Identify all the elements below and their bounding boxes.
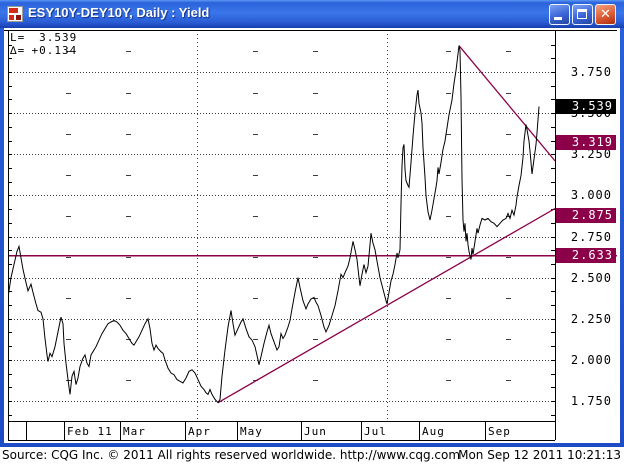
close-icon: ✕	[600, 7, 611, 22]
ascending-trendline[interactable]	[217, 207, 555, 404]
maximize-button[interactable]	[572, 4, 593, 25]
status-bar: Source: CQG Inc. © 2011 All rights reser…	[0, 447, 624, 464]
delta-value: +0.134	[31, 44, 78, 57]
x-axis-label: Jul	[364, 425, 387, 438]
last-price-readout: L= 3.539	[10, 31, 77, 44]
y-axis-label: 2.750	[570, 229, 612, 244]
close-button[interactable]: ✕	[595, 4, 616, 25]
x-axis-label: Aug	[422, 425, 445, 438]
x-axis-label: Apr	[188, 425, 211, 438]
x-axis-label: Jun	[304, 425, 327, 438]
app-window: ESY10Y-DEY10Y, Daily : Yield ✕	[0, 0, 624, 447]
y-axis-label: 2.500	[570, 270, 612, 285]
descending-trendline[interactable]	[458, 45, 555, 162]
downtrend-line-value-marker[interactable]: 3.319	[556, 134, 616, 150]
x-axis-label: Feb 11	[67, 425, 113, 438]
last-label: L=	[10, 31, 26, 44]
price-line[interactable]	[8, 45, 540, 404]
maximize-icon	[577, 9, 587, 19]
uptrend-line-value-marker[interactable]: 2.875	[556, 207, 616, 223]
chart-client-area	[4, 28, 620, 443]
x-axis-label: Sep	[488, 425, 511, 438]
title-bar[interactable]: ESY10Y-DEY10Y, Daily : Yield ✕	[0, 0, 624, 28]
y-axis-label: 2.250	[570, 311, 612, 326]
y-axis-label: 3.000	[570, 188, 612, 203]
chart-plot[interactable]	[0, 0, 624, 447]
copyright-text: Source: CQG Inc. © 2011 All rights reser…	[2, 448, 461, 462]
last-price-marker[interactable]: 3.539	[556, 98, 616, 114]
y-axis-label: 3.250	[570, 147, 612, 162]
delta-label: ∆=	[10, 44, 26, 57]
x-axis-label: Mar	[123, 425, 146, 438]
net-change-readout: ∆= +0.134	[10, 44, 77, 57]
horizontal-line-value-marker[interactable]: 2.633	[556, 247, 616, 263]
clock-text: Mon Sep 12 2011 10:21:13	[458, 448, 621, 462]
minimize-button[interactable]	[549, 4, 570, 25]
minimize-icon	[554, 17, 562, 20]
cqg-app-icon	[7, 6, 23, 22]
last-value: 3.539	[39, 31, 78, 44]
y-axis-label: 3.750	[570, 65, 612, 79]
x-axis-label: May	[240, 425, 263, 438]
y-axis-label: 2.000	[570, 352, 612, 367]
y-axis-label: 1.750	[570, 394, 612, 408]
window-title: ESY10Y-DEY10Y, Daily : Yield	[28, 5, 210, 20]
